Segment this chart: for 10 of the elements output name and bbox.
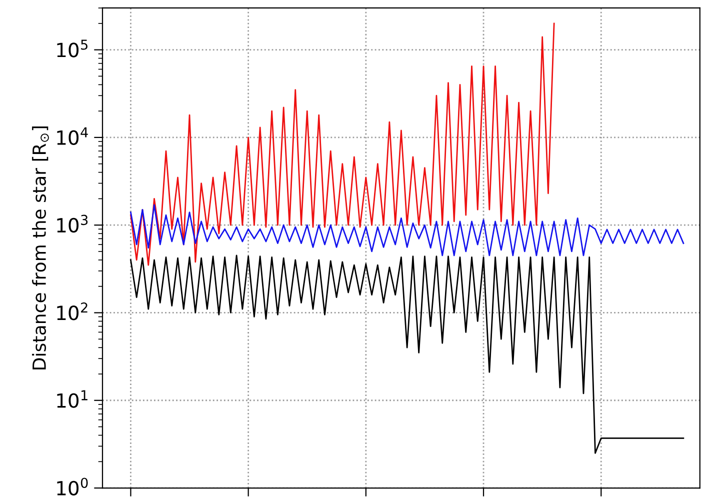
y-tick-label: 10$^{0}$ <box>57 478 88 496</box>
y-axis-title: Distance from the star [R$_{⊙}$] <box>32 126 49 370</box>
line-series <box>130 254 684 454</box>
y-tick-label: 10$^{3}$ <box>57 214 88 233</box>
y-tick-label: 10$^{5}$ <box>57 40 88 58</box>
line-series <box>130 204 684 256</box>
y-tick-label: 10$^{4}$ <box>57 127 88 145</box>
y-tick-label: 10$^{2}$ <box>57 302 88 320</box>
y-tick-label: 10$^{1}$ <box>57 390 88 408</box>
line-series <box>130 22 555 266</box>
